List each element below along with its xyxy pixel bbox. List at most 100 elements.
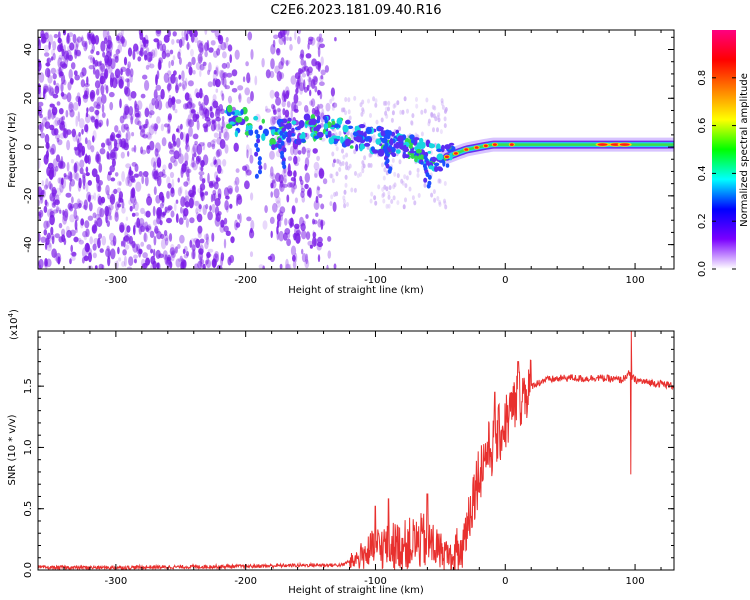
heatmap-speckle	[108, 65, 113, 74]
heatmap-speckle	[185, 166, 190, 178]
heatmap-speckle	[250, 49, 254, 60]
heatmap-speckle	[213, 132, 219, 138]
heatmap-speckle	[119, 222, 125, 233]
heatmap-speckle	[291, 183, 295, 195]
heatmap-speckle	[134, 112, 141, 118]
heatmap-speckle	[215, 123, 222, 132]
heatmap-speckle	[305, 53, 312, 59]
heatmap-speckle	[134, 201, 139, 212]
heatmap-speckle	[170, 156, 176, 163]
heatmap-speckle	[148, 51, 154, 57]
heatmap-speckle	[129, 68, 134, 78]
heatmap-speckle	[51, 56, 54, 61]
heatmap-speckle	[270, 230, 273, 239]
heatmap-speckle	[215, 105, 221, 116]
heatmap-speckle	[194, 263, 199, 269]
heatmap-speckle	[68, 54, 73, 62]
heatmap-speckle	[280, 183, 283, 191]
ridge-blob	[255, 147, 260, 153]
heatmap-speckle	[287, 89, 290, 96]
ridge-blob	[448, 142, 455, 146]
heatmap-speckle	[119, 75, 123, 83]
snr-y-label: SNR (10 * v/v)	[7, 414, 18, 485]
heatmap-speckle	[223, 41, 229, 49]
ridge-blob	[425, 160, 430, 166]
heatmap-speckle	[49, 210, 55, 218]
heatmap-speckle	[83, 83, 87, 95]
heatmap-speckle	[144, 54, 148, 61]
heatmap-speckle	[276, 219, 280, 229]
heatmap-speckle	[98, 233, 103, 240]
heatmap-speckle	[75, 115, 78, 127]
ridge-hotspot	[509, 143, 514, 146]
heatmap-speckle	[55, 194, 60, 204]
heatmap-speckle	[43, 85, 49, 93]
heatmap-speckle	[192, 113, 198, 123]
heatmap-speckle	[223, 217, 228, 225]
heatmap-speckle	[420, 109, 424, 115]
heatmap-speckle	[309, 244, 313, 249]
heatmap-speckle	[316, 185, 320, 196]
heatmap-speckle	[106, 151, 110, 160]
heatmap-speckle	[124, 244, 130, 250]
heatmap-speckle	[317, 236, 323, 244]
heatmap-speckle	[43, 184, 49, 190]
heatmap-speckle	[275, 150, 282, 158]
heatmap-speckle	[74, 74, 80, 81]
heatmap-speckle	[209, 106, 213, 118]
ridge-blob	[363, 131, 367, 139]
ridge-blob	[359, 143, 366, 150]
heatmap-speckle	[115, 48, 121, 55]
heatmap-speckle	[189, 217, 195, 224]
heatmap-speckle	[301, 72, 307, 78]
heatmap-speckle	[218, 130, 222, 140]
heatmap-speckle	[194, 140, 198, 146]
heatmap-speckle	[120, 68, 123, 76]
heatmap-speckle	[199, 183, 206, 191]
heatmap-speckle	[182, 248, 186, 255]
heatmap-speckle	[182, 103, 189, 110]
heatmap-speckle	[183, 181, 189, 187]
colorbar-ticks: 0.0 0.2 0.4 0.6 0.8	[697, 70, 736, 277]
heatmap-speckle	[396, 200, 400, 206]
heatmap-speckle	[144, 175, 149, 187]
heatmap-speckle	[98, 122, 102, 128]
heatmap-speckle	[147, 193, 151, 199]
heatmap-speckle	[145, 64, 150, 70]
heatmap-speckle	[155, 249, 161, 259]
heatmap-speckle	[330, 173, 334, 179]
heatmap-speckle	[197, 225, 203, 234]
heatmap-speckle	[175, 258, 181, 268]
heatmap-speckle	[380, 117, 384, 123]
ridge-blob	[299, 134, 305, 139]
heatmap-speckle	[175, 83, 180, 91]
heatmap-speckle	[192, 133, 199, 140]
heatmap-speckle	[153, 235, 157, 246]
heatmap-speckle	[279, 30, 286, 38]
heatmap-speckle	[125, 67, 131, 77]
heatmap-speckle	[319, 81, 325, 86]
heatmap-speckle	[139, 31, 144, 41]
ridge-blob	[427, 150, 432, 154]
ridge-blob	[355, 136, 362, 143]
ridge-blob	[396, 142, 401, 146]
heatmap-speckle	[273, 188, 280, 199]
heatmap-speckle	[315, 195, 319, 204]
heatmap-speckle	[46, 166, 51, 177]
heatmap-speckle	[84, 137, 88, 145]
heatmap-speckle	[381, 162, 384, 168]
heatmap-speckle	[80, 218, 85, 226]
ridge-blob	[286, 136, 290, 143]
heatmap-speckle	[100, 72, 106, 79]
heatmap-speckle	[293, 183, 298, 190]
x-tick-label: -100	[364, 275, 387, 286]
heatmap-speckle	[425, 97, 429, 103]
heatmap-speckle	[71, 196, 74, 204]
x-tick-label: 100	[626, 275, 645, 286]
heatmap-speckle	[262, 265, 265, 269]
heatmap-speckle	[108, 91, 115, 98]
heatmap-speckle	[195, 92, 201, 99]
heatmap-speckle	[89, 106, 95, 113]
heatmap-speckle	[368, 152, 372, 158]
heatmap-speckle	[133, 43, 139, 52]
